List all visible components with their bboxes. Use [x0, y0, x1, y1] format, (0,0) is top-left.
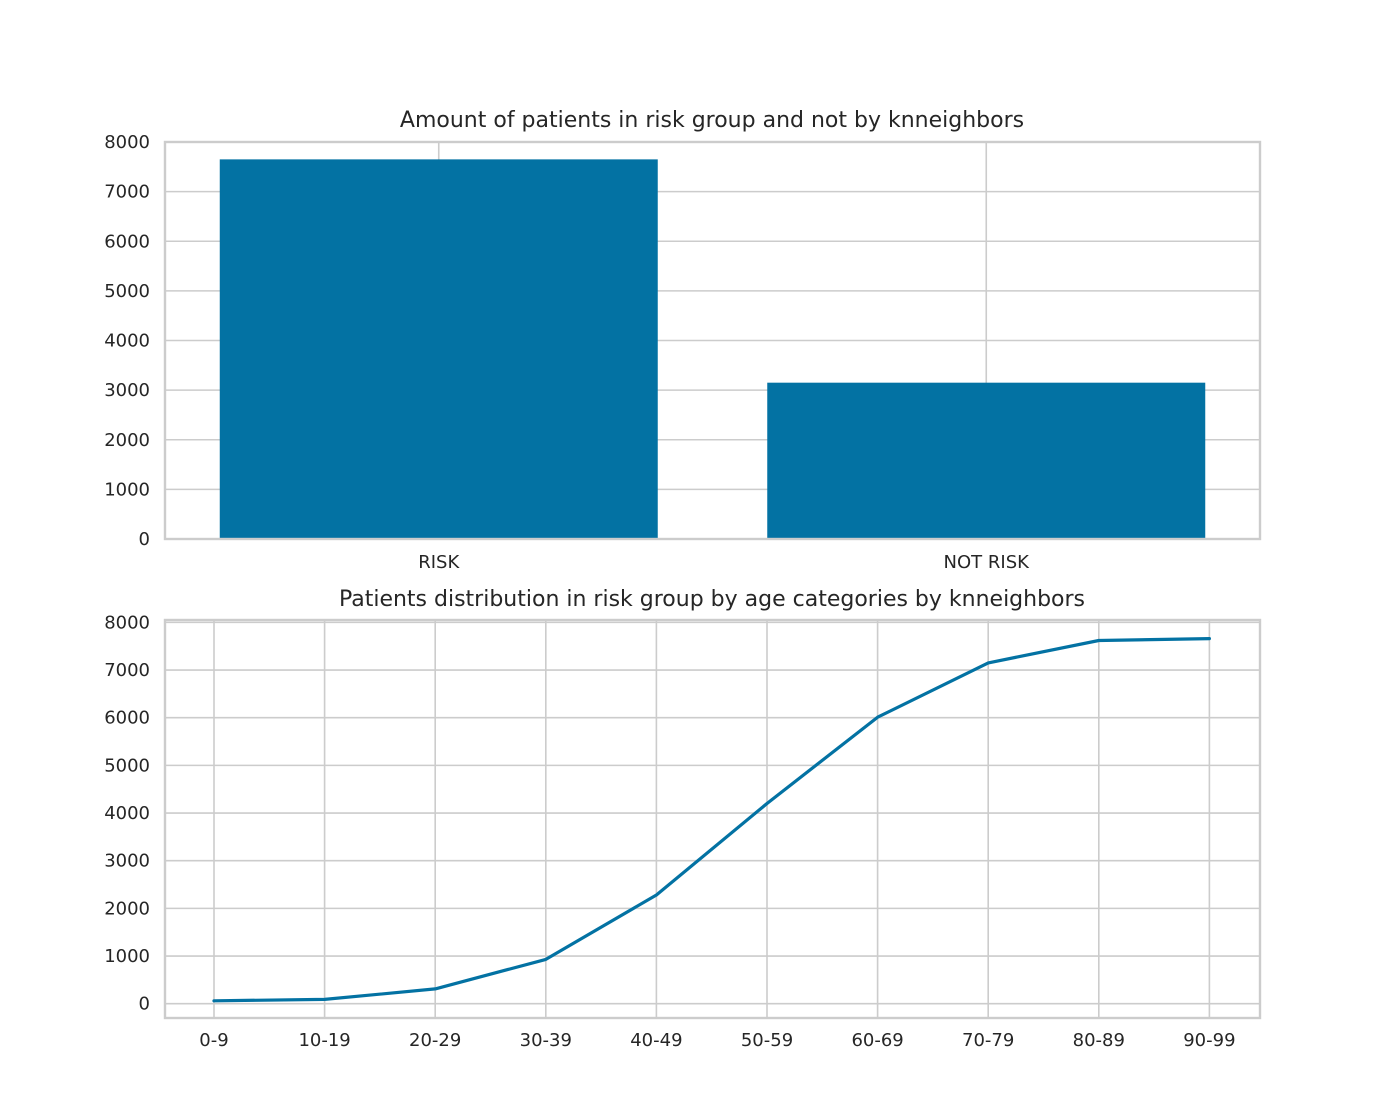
- bar-chart-y-tick-label: 6000: [104, 231, 150, 252]
- line-chart-y-tick-label: 4000: [104, 803, 150, 824]
- bar-chart-y-tick-label: 5000: [104, 281, 150, 302]
- line-chart-x-ticks: 0-9 10-19 20-29 30-39 40-49 50-59 60-69 70-79 80…: [199, 1030, 1235, 1051]
- line-series: [214, 639, 1209, 1001]
- bar-chart-title: Amount of patients in risk group and not…: [400, 108, 1024, 133]
- line-chart-x-tick-label: 20-29: [409, 1030, 461, 1051]
- bar-chart-x-ticks: RISK NOT RISK: [418, 552, 1030, 573]
- line-chart-y-tick-label: 7000: [104, 660, 150, 681]
- line-chart-y-tick-label: 2000: [104, 898, 150, 919]
- line-chart-y-tick-label: 1000: [104, 946, 150, 967]
- bar-chart-y-tick-label: 7000: [104, 182, 150, 203]
- line-chart-y-tick-label: 0: [139, 994, 150, 1015]
- line-chart-y-tick-label: 6000: [104, 708, 150, 729]
- line-chart-x-tick-label: 10-19: [298, 1030, 350, 1051]
- bar-chart-y-tick-label: 0: [139, 529, 150, 550]
- line-chart-title: Patients distribution in risk group by a…: [339, 587, 1085, 612]
- line-chart-x-tick-label: 60-69: [851, 1030, 903, 1051]
- line-chart-x-tick-label: 80-89: [1073, 1030, 1125, 1051]
- bar-chart-y-tick-label: 2000: [104, 430, 150, 451]
- line-chart-series: [214, 639, 1209, 1001]
- bar-chart-x-tick-label: NOT RISK: [944, 552, 1031, 573]
- bar-not-risk: [767, 383, 1205, 539]
- line-chart-y-tick-label: 8000: [104, 612, 150, 633]
- bar-chart-y-tick-label: 8000: [104, 132, 150, 153]
- line-chart-x-tick-label: 90-99: [1183, 1030, 1235, 1051]
- line-chart-y-tick-label: 5000: [104, 755, 150, 776]
- line-chart-y-ticks: 0 1000 2000 3000 4000 5000 6000 7000 8000: [104, 612, 150, 1014]
- line-chart-y-tick-label: 3000: [104, 851, 150, 872]
- bar-chart-y-tick-label: 3000: [104, 380, 150, 401]
- bar-chart-x-tick-label: RISK: [418, 552, 460, 573]
- line-chart: Patients distribution in risk group by a…: [104, 587, 1260, 1051]
- line-chart-x-tick-label: 40-49: [630, 1030, 682, 1051]
- bar-chart-y-tick-label: 1000: [104, 479, 150, 500]
- bar-chart: Amount of patients in risk group and not…: [104, 108, 1260, 573]
- bar-chart-y-tick-label: 4000: [104, 331, 150, 352]
- line-chart-frame: [165, 620, 1260, 1018]
- bar-risk: [220, 159, 658, 539]
- bar-chart-y-ticks: 0 1000 2000 3000 4000 5000 6000 7000 8000: [104, 132, 150, 550]
- line-chart-x-tick-label: 70-79: [962, 1030, 1014, 1051]
- line-chart-x-tick-label: 50-59: [741, 1030, 793, 1051]
- bar-chart-bars: [220, 159, 1206, 539]
- line-chart-x-tick-label: 30-39: [520, 1030, 572, 1051]
- line-chart-x-tick-label: 0-9: [199, 1030, 228, 1051]
- line-chart-grid: [165, 620, 1260, 1018]
